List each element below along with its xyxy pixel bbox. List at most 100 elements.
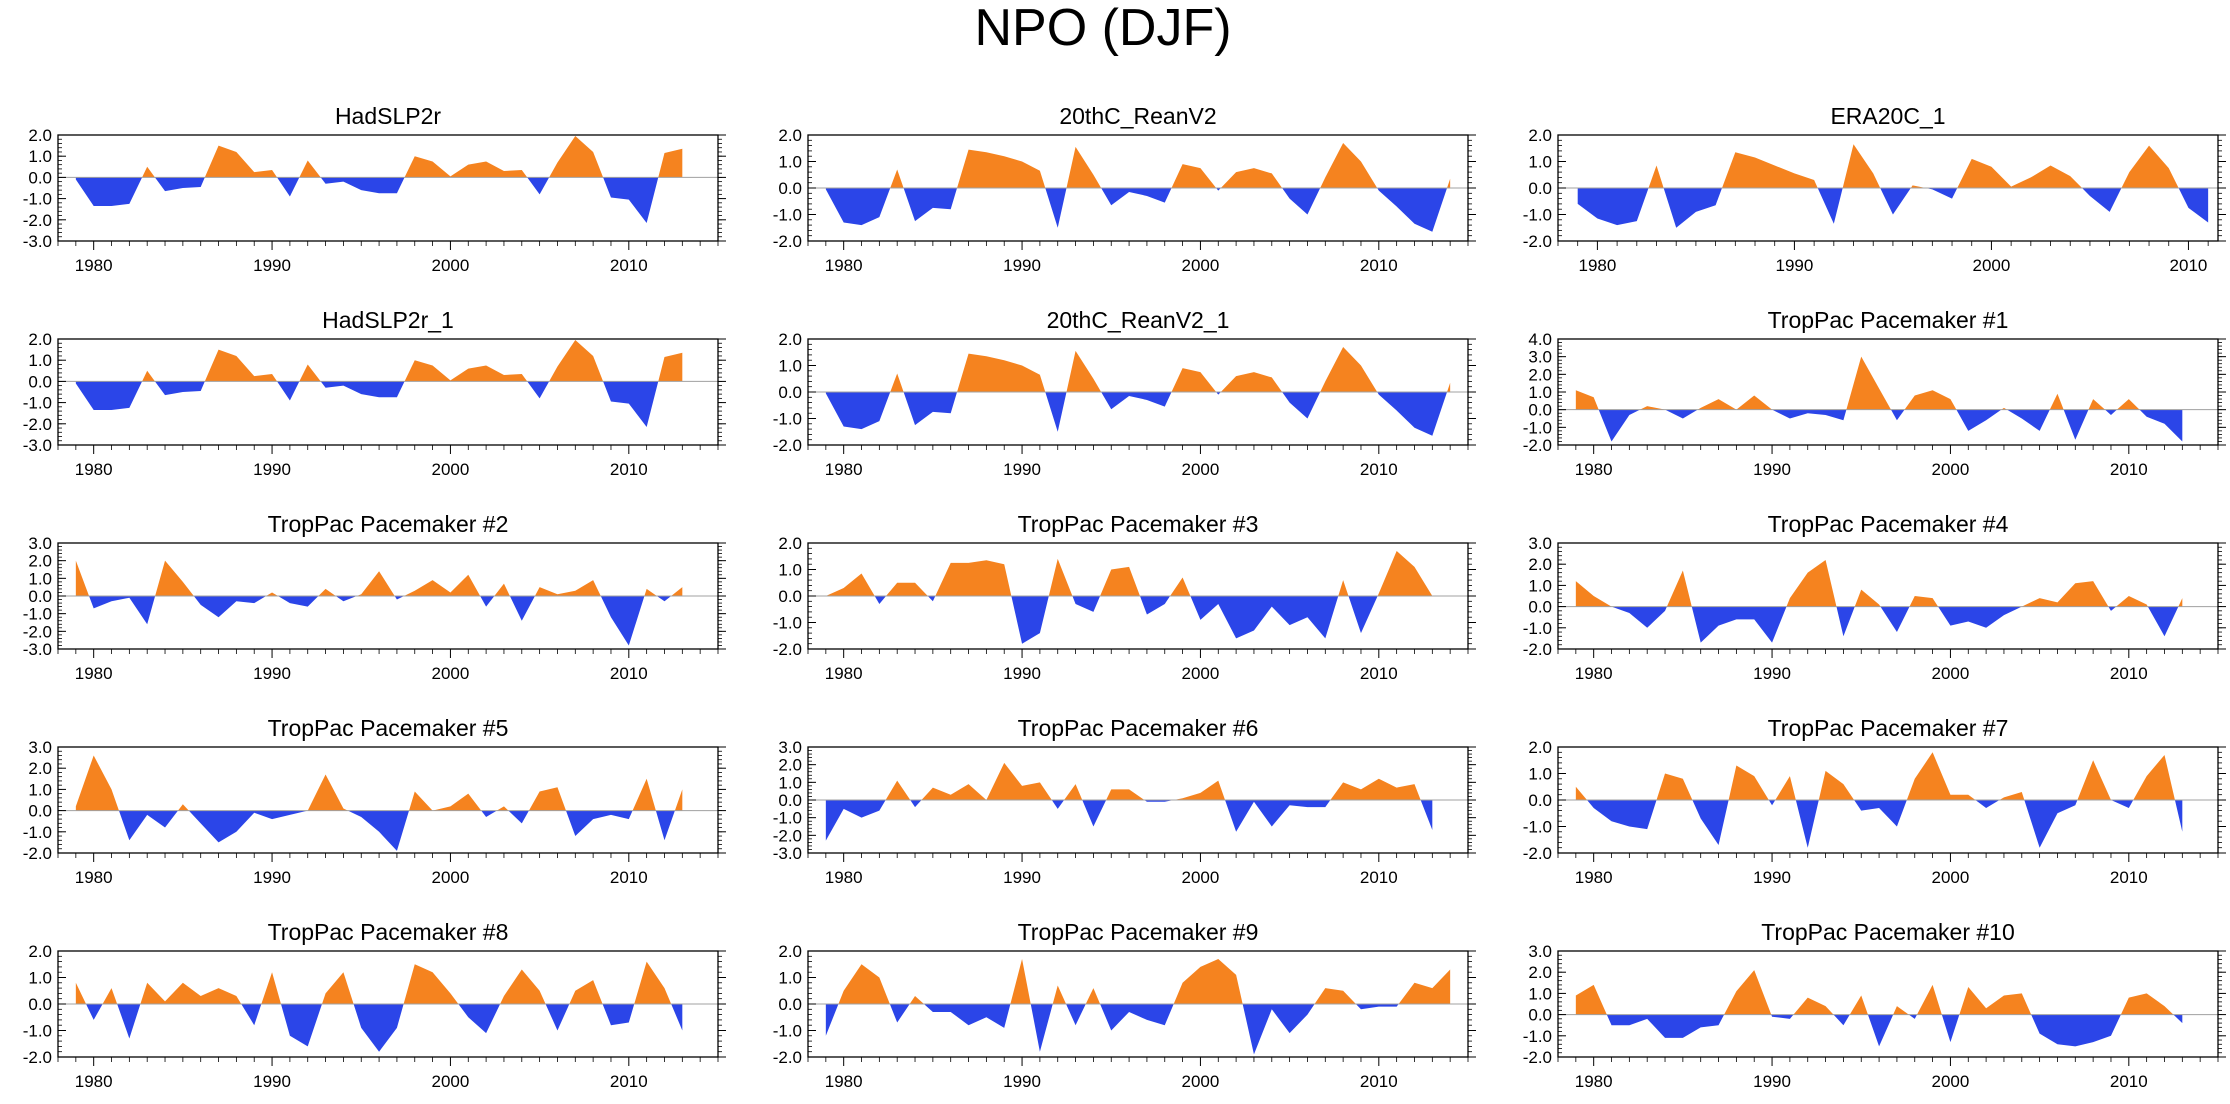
x-tick-label: 1990 [253, 664, 291, 683]
y-tick-label: 2.0 [778, 330, 802, 349]
x-tick-label: 1990 [253, 256, 291, 275]
y-tick-label: -1.0 [23, 605, 52, 624]
x-tick-label: 2000 [1932, 868, 1970, 887]
y-tick-label: 0.0 [1528, 179, 1552, 198]
panel-11: TropPac Pacemaker #6 -3.0-2.0-1.00.01.02.… [773, 715, 1476, 887]
y-tick-label: -1.0 [773, 206, 802, 225]
x-tick-label: 2000 [1182, 1072, 1220, 1091]
x-tick-label: 1990 [1753, 1072, 1791, 1091]
y-tick-label: -2.0 [773, 640, 802, 659]
positive-area [75, 755, 683, 811]
plot-frame [57, 338, 719, 446]
x-tick-label: 1990 [1003, 460, 1041, 479]
panel-title: TropPac Pacemaker #5 [268, 715, 509, 741]
panel-title: TropPac Pacemaker #8 [268, 919, 509, 945]
panel-1: HadSLP2r -3.0 -2.0 -1.0 0.0 1.0 2.0 1980 1990 200… [23, 103, 726, 275]
x-tick-label: 2000 [432, 256, 470, 275]
y-tick-label: 3.0 [1528, 534, 1552, 553]
y-tick-label: -1.0 [1523, 206, 1552, 225]
panel-title: 20thC_ReanV2 [1059, 103, 1216, 129]
x-tick-label: 1990 [1003, 256, 1041, 275]
x-tick-label: 1980 [1575, 868, 1613, 887]
plot-frame [1557, 542, 2219, 650]
x-tick-label: 1990 [1003, 1072, 1041, 1091]
positive-area [75, 340, 683, 382]
panel-title: 20thC_ReanV2_1 [1047, 307, 1230, 333]
plot-frame [1557, 338, 2219, 446]
y-tick-label: -2.0 [23, 211, 52, 230]
y-tick-label: 1.0 [1528, 576, 1552, 595]
negative-area [75, 810, 683, 851]
positive-area [75, 560, 683, 596]
x-tick-label: 1990 [1753, 868, 1791, 887]
y-tick-label: 2.0 [1528, 126, 1552, 145]
positive-area [75, 136, 683, 178]
positive-area [825, 346, 1451, 392]
y-tick-label: -1.0 [1523, 619, 1552, 638]
y-tick-label: -3.0 [773, 844, 802, 863]
y-tick-label: 1.0 [778, 153, 802, 172]
negative-area [75, 177, 683, 223]
positive-area [75, 961, 683, 1004]
x-tick-label: 2000 [1182, 868, 1220, 887]
panel-15: TropPac Pacemaker #10 -2.0 -1.0 0.0 1.0 2.0 3.… [1523, 919, 2226, 1091]
negative-area [1577, 188, 2209, 228]
x-tick-label: 1980 [825, 1072, 863, 1091]
y-tick-label: -2.0 [773, 826, 802, 845]
x-tick-label: 1990 [1753, 664, 1791, 683]
x-tick-label: 1990 [1003, 664, 1041, 683]
y-tick-label: 2.0 [778, 534, 802, 553]
negative-area [825, 392, 1451, 436]
x-tick-label: 2000 [1182, 664, 1220, 683]
y-tick-label: -1.0 [773, 410, 802, 429]
panel-title: TropPac Pacemaker #1 [1768, 307, 2009, 333]
x-tick-label: 2000 [1932, 664, 1970, 683]
x-tick-label: 1980 [1575, 664, 1613, 683]
y-tick-label: -1.0 [23, 394, 52, 413]
x-tick-label: 2000 [1182, 460, 1220, 479]
y-tick-label: -2.0 [23, 415, 52, 434]
negative-area [1575, 800, 2183, 848]
y-tick-label: -2.0 [23, 622, 52, 641]
panel-title: TropPac Pacemaker #4 [1768, 511, 2009, 537]
y-tick-label: -1.0 [1523, 1027, 1552, 1046]
y-tick-label: 4.0 [1528, 330, 1552, 349]
y-tick-label: 3.0 [28, 738, 52, 757]
y-tick-label: 3.0 [1528, 942, 1552, 961]
x-tick-label: 2000 [432, 460, 470, 479]
x-tick-label: 2000 [1932, 1072, 1970, 1091]
y-tick-label: 0.0 [778, 587, 802, 606]
figure-title: NPO (DJF) [974, 0, 1231, 57]
positive-area [1577, 144, 2209, 188]
y-tick-label: 0.0 [1528, 1006, 1552, 1025]
positive-area [1575, 559, 2183, 607]
plot-frame [57, 746, 719, 854]
y-tick-label: 2.0 [28, 552, 52, 571]
y-tick-label: 0.0 [28, 168, 52, 187]
y-tick-label: -1.0 [23, 1022, 52, 1041]
y-tick-label: 2.0 [778, 942, 802, 961]
x-tick-label: 1980 [75, 1072, 113, 1091]
y-tick-label: 2.0 [1528, 963, 1552, 982]
x-tick-label: 2010 [1360, 1072, 1398, 1091]
y-tick-label: -2.0 [23, 1048, 52, 1067]
y-tick-label: 0.0 [778, 995, 802, 1014]
positive-area [825, 550, 1433, 596]
panel-title: TropPac Pacemaker #9 [1018, 919, 1259, 945]
y-tick-label: 1.0 [28, 780, 52, 799]
plot-frame [1557, 950, 2219, 1058]
negative-area [75, 1004, 683, 1052]
y-tick-label: -2.0 [1523, 1048, 1552, 1067]
y-tick-label: 2.0 [28, 759, 52, 778]
x-tick-label: 1980 [825, 460, 863, 479]
negative-area [1575, 1014, 2183, 1047]
y-tick-label: 1.0 [1528, 765, 1552, 784]
panel-title: TropPac Pacemaker #10 [1761, 919, 2015, 945]
y-tick-label: -2.0 [773, 436, 802, 455]
negative-area [825, 1004, 1451, 1055]
y-tick-label: 1.0 [778, 773, 802, 792]
y-tick-label: 0.0 [28, 372, 52, 391]
panel-7: TropPac Pacemaker #2 -3.0-2.0-1.00.01.02.… [23, 511, 726, 683]
panel-4: HadSLP2r_1 -3.0 -2.0 -1.0 0.0 1.0 2.0 1980 1990 2… [23, 307, 726, 479]
